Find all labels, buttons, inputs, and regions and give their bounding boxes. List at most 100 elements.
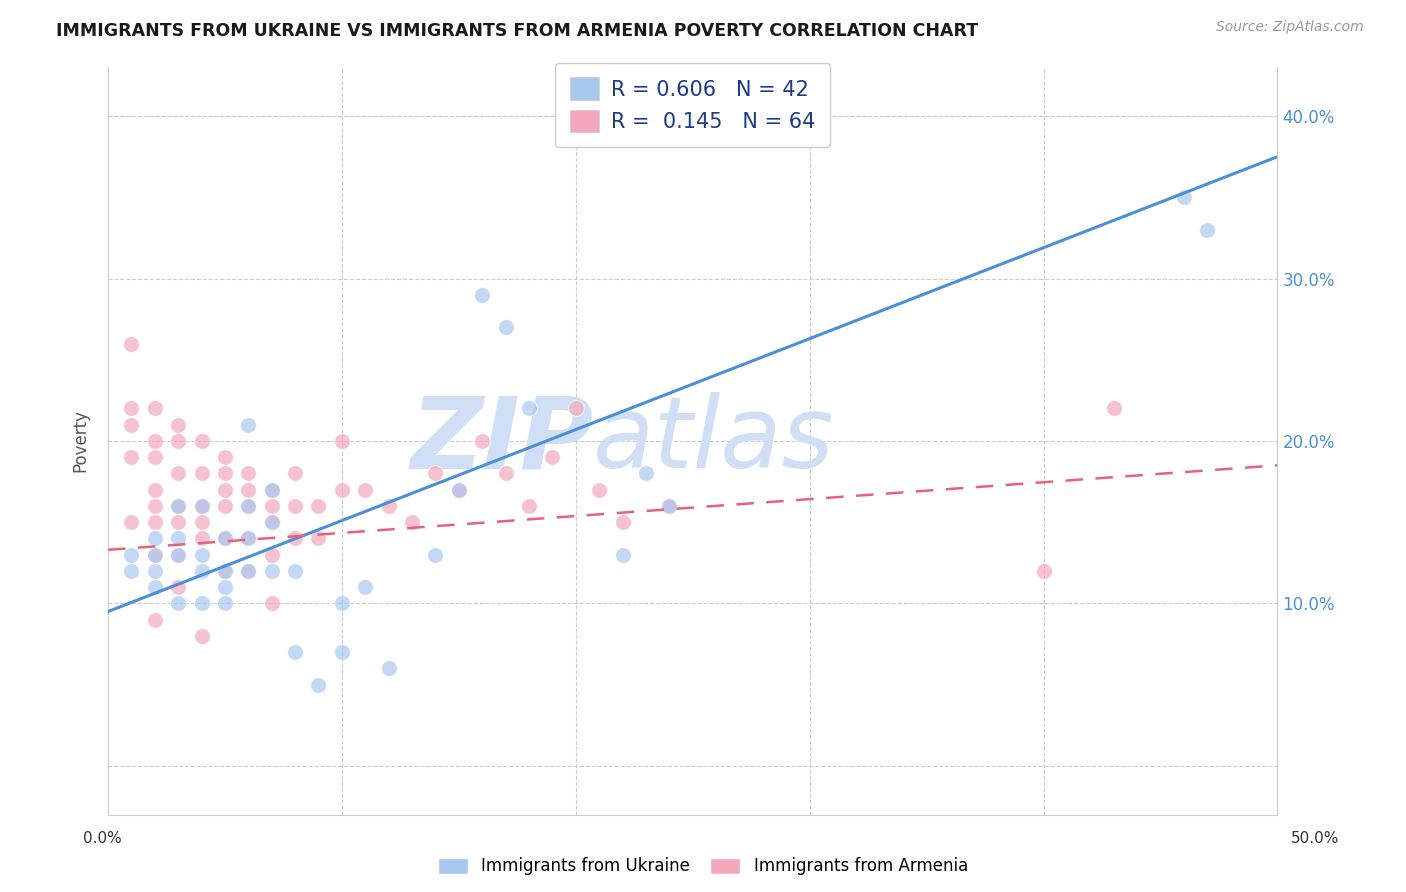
Point: [214, 450, 236, 465]
Legend: R = 0.606   N = 42, R =  0.145   N = 64: R = 0.606 N = 42, R = 0.145 N = 64: [555, 62, 831, 147]
Point: [214, 596, 236, 610]
Point: [284, 467, 307, 481]
Point: [190, 499, 212, 513]
Point: [120, 564, 142, 578]
Point: [238, 483, 260, 497]
Point: [143, 515, 166, 529]
Point: [330, 434, 353, 448]
Point: [260, 596, 283, 610]
Point: [214, 532, 236, 546]
Point: [447, 483, 470, 497]
Point: [1102, 401, 1125, 416]
Point: [495, 467, 517, 481]
Point: [1197, 223, 1219, 237]
Point: [517, 499, 540, 513]
Point: [238, 564, 260, 578]
Point: [167, 499, 190, 513]
Point: [612, 548, 634, 562]
Point: [238, 417, 260, 432]
Point: [190, 548, 212, 562]
Point: [238, 532, 260, 546]
Point: [143, 450, 166, 465]
Text: Source: ZipAtlas.com: Source: ZipAtlas.com: [1216, 20, 1364, 34]
Point: [167, 499, 190, 513]
Point: [658, 499, 681, 513]
Point: [167, 434, 190, 448]
Point: [401, 515, 423, 529]
Point: [190, 467, 212, 481]
Point: [143, 613, 166, 627]
Point: [143, 548, 166, 562]
Point: [167, 548, 190, 562]
Point: [377, 661, 399, 675]
Point: [167, 467, 190, 481]
Point: [447, 483, 470, 497]
Point: [260, 564, 283, 578]
Point: [284, 645, 307, 659]
Point: [143, 580, 166, 594]
Point: [284, 564, 307, 578]
Point: [1173, 190, 1195, 204]
Text: IMMIGRANTS FROM UKRAINE VS IMMIGRANTS FROM ARMENIA POVERTY CORRELATION CHART: IMMIGRANTS FROM UKRAINE VS IMMIGRANTS FR…: [56, 22, 979, 40]
Point: [354, 483, 377, 497]
Point: [260, 483, 283, 497]
Point: [495, 320, 517, 334]
Point: [190, 515, 212, 529]
Point: [425, 467, 447, 481]
Point: [190, 499, 212, 513]
Point: [238, 532, 260, 546]
Point: [238, 499, 260, 513]
Point: [308, 499, 330, 513]
Point: [190, 434, 212, 448]
Point: [190, 596, 212, 610]
Point: [238, 467, 260, 481]
Point: [120, 515, 142, 529]
Point: [517, 401, 540, 416]
Point: [214, 467, 236, 481]
Point: [238, 564, 260, 578]
Point: [167, 596, 190, 610]
Point: [330, 483, 353, 497]
Point: [143, 548, 166, 562]
Point: [612, 515, 634, 529]
Point: [120, 450, 142, 465]
Point: [190, 532, 212, 546]
Point: [260, 499, 283, 513]
Point: [214, 483, 236, 497]
Text: 50.0%: 50.0%: [1291, 831, 1339, 846]
Point: [120, 401, 142, 416]
Point: [658, 499, 681, 513]
Point: [190, 564, 212, 578]
Point: [634, 467, 657, 481]
Point: [260, 548, 283, 562]
Text: ZIP: ZIP: [411, 392, 593, 490]
Point: [214, 532, 236, 546]
Point: [143, 499, 166, 513]
Legend: Immigrants from Ukraine, Immigrants from Armenia: Immigrants from Ukraine, Immigrants from…: [432, 851, 974, 882]
Point: [143, 532, 166, 546]
Point: [143, 434, 166, 448]
Point: [284, 499, 307, 513]
Point: [214, 564, 236, 578]
Point: [1032, 564, 1054, 578]
Y-axis label: Poverty: Poverty: [72, 409, 89, 473]
Point: [260, 515, 283, 529]
Point: [260, 515, 283, 529]
Point: [588, 483, 610, 497]
Point: [120, 336, 142, 351]
Point: [167, 548, 190, 562]
Point: [143, 564, 166, 578]
Point: [284, 532, 307, 546]
Point: [308, 532, 330, 546]
Point: [308, 678, 330, 692]
Point: [330, 645, 353, 659]
Text: atlas: atlas: [593, 392, 835, 490]
Point: [190, 629, 212, 643]
Point: [167, 417, 190, 432]
Point: [354, 580, 377, 594]
Point: [120, 417, 142, 432]
Point: [167, 515, 190, 529]
Point: [260, 483, 283, 497]
Point: [238, 499, 260, 513]
Point: [167, 580, 190, 594]
